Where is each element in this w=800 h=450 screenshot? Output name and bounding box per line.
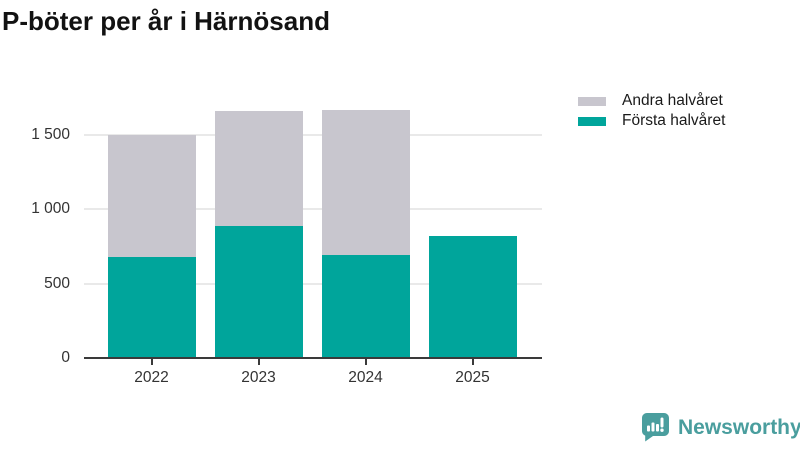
x-axis-tick-label: 2023 [241, 369, 276, 386]
x-axis-tick [257, 359, 260, 365]
x-axis-line [84, 357, 542, 359]
x-axis-tick-label: 2025 [455, 369, 490, 386]
legend: Andra halvåret Första halvåret [578, 91, 725, 131]
y-axis-tick-label: 1 500 [31, 126, 70, 143]
y-axis-tick-label: 0 [61, 349, 70, 366]
bar-2022-first-half [107, 256, 196, 358]
legend-label: Första halvåret [622, 112, 726, 129]
x-axis-tick [150, 359, 153, 365]
y-axis-tick-label: 500 [44, 274, 70, 292]
bar-2023-second-half [214, 111, 303, 226]
legend-swatch [578, 96, 606, 106]
x-axis-tick [471, 359, 474, 365]
legend-item: Första halvåret [578, 111, 725, 131]
chart-title: P-böter per år i Härnösand [2, 6, 330, 36]
legend-swatch [578, 116, 606, 126]
x-axis-tick-label: 2022 [134, 369, 169, 386]
bar-2023-first-half [214, 225, 303, 358]
bar-2024-first-half [321, 254, 410, 358]
x-axis-tick-label: 2024 [348, 369, 383, 386]
newsworthy-logo: Newsworthy [642, 413, 800, 442]
newsworthy-icon [642, 413, 669, 442]
newsworthy-wordmark: Newsworthy [678, 415, 800, 439]
bar-2025-first-half [428, 236, 517, 358]
legend-label: Andra halvåret [622, 92, 723, 109]
gridline-1500 [84, 134, 542, 136]
gridline-1000 [84, 208, 542, 211]
bar-2022-second-half [107, 135, 196, 257]
bar-2024-second-half [321, 109, 410, 255]
gridline-500 [84, 282, 542, 285]
legend-item: Andra halvåret [578, 91, 725, 111]
y-axis-tick-label: 1 000 [31, 200, 70, 218]
x-axis-tick [364, 359, 367, 365]
